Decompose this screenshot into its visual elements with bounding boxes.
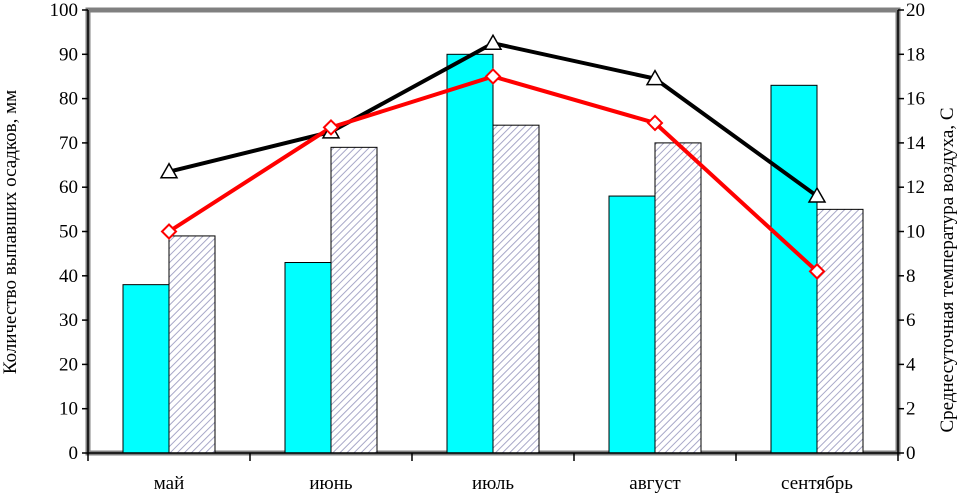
axes-group: 0 10 20 30 40 50 60 70 80 90 100 0 2 4 6 8 10 12 14 16 18 20 м… <box>50 0 926 494</box>
x-category-label-4: сентябрь <box>781 473 853 494</box>
y2-tick-label-10: 20 <box>906 0 925 21</box>
bar-series2-3 <box>654 142 702 454</box>
x-category-label-3: август <box>629 473 681 494</box>
triangle-marker-0 <box>159 162 179 179</box>
y2-tick-label-7: 14 <box>906 133 926 154</box>
diamond-marker-3 <box>646 114 664 132</box>
triangle-marker-4 <box>807 186 827 203</box>
x-category-label-2: июль <box>472 473 514 494</box>
triangle-marker-3 <box>645 69 665 86</box>
y2-tick-label-2: 4 <box>906 354 916 375</box>
y-axis-right-label: Среднесуточная температура воздуха, С <box>937 107 958 432</box>
bar-series1-4 <box>770 84 818 454</box>
x-category-label-0: май <box>154 473 185 494</box>
bar-series1-0 <box>122 284 170 454</box>
y2-tick-label-1: 2 <box>906 399 916 420</box>
triangle-marker-2 <box>483 33 503 50</box>
y-tick-label-7: 70 <box>59 133 78 154</box>
diamond-marker-0 <box>160 223 178 240</box>
y-tick-label-4: 40 <box>59 266 78 287</box>
diamond-marker-1 <box>322 118 340 136</box>
bar-series2-4 <box>816 208 864 454</box>
y2-tick-label-5: 10 <box>906 222 925 243</box>
y2-tick-label-3: 6 <box>906 310 916 331</box>
bar-series2-1 <box>330 146 378 454</box>
diamond-marker-4 <box>808 262 826 280</box>
y-tick-label-9: 90 <box>59 44 78 65</box>
bar-series1-3 <box>608 195 656 454</box>
y-tick-label-2: 20 <box>59 354 78 375</box>
y-tick-label-5: 50 <box>59 222 78 243</box>
y2-tick-label-9: 18 <box>906 44 925 65</box>
y-tick-label-10: 100 <box>50 0 79 21</box>
bar-series1-1 <box>284 262 332 454</box>
y-axis-left-label: Количество выпавших осадков, мм <box>0 90 21 374</box>
bar-series2-2 <box>492 124 540 454</box>
bar-series1-2 <box>446 53 494 454</box>
y2-tick-label-0: 0 <box>906 443 916 464</box>
y-tick-label-1: 10 <box>59 399 78 420</box>
y-tick-label-3: 30 <box>59 310 78 331</box>
y2-tick-label-8: 16 <box>906 89 925 110</box>
x-category-label-1: июнь <box>309 473 353 494</box>
bar-series-group <box>122 53 864 454</box>
y2-tick-label-4: 8 <box>906 266 916 287</box>
bar-series2-0 <box>168 235 216 454</box>
diamond-marker-2 <box>484 68 502 85</box>
line-series-group <box>159 33 827 280</box>
y-tick-label-0: 0 <box>69 443 79 464</box>
y-tick-label-6: 60 <box>59 177 78 198</box>
y2-tick-label-6: 12 <box>906 177 925 198</box>
y-tick-label-8: 80 <box>59 89 78 110</box>
